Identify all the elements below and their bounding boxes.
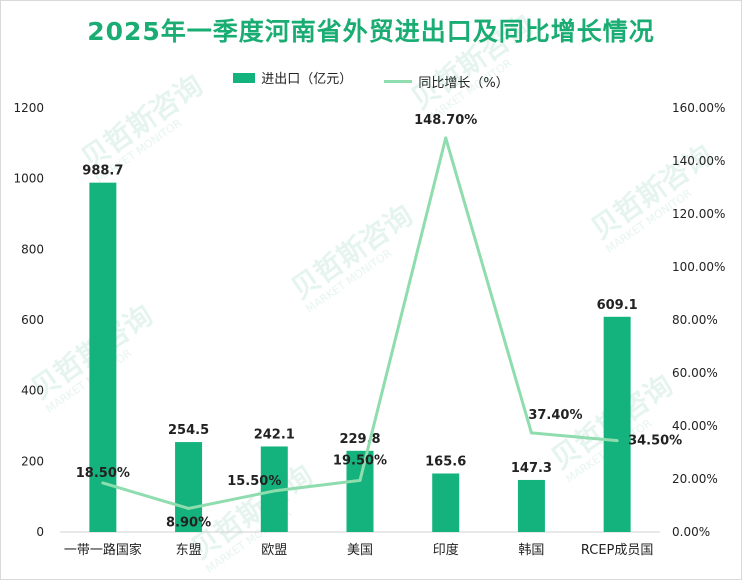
y-right-tick-label: 100.00%: [672, 260, 725, 274]
growth-data-label: 18.50%: [76, 466, 130, 481]
y-right-tick-label: 80.00%: [672, 313, 718, 327]
growth-data-label: 8.90%: [166, 515, 211, 530]
y-left-tick-label: 200: [21, 454, 44, 468]
growth-data-label: 19.50%: [333, 453, 387, 468]
growth-data-label: 34.50%: [628, 434, 682, 449]
watermark-brand: 贝哲斯咨询: [285, 198, 419, 305]
y-left-tick-label: 0: [36, 525, 44, 539]
watermark-brand: 贝哲斯咨询: [405, 8, 539, 115]
legend-item-line: 同比增长（%）: [384, 72, 509, 91]
legend: 进出口（亿元） 同比增长（%）: [0, 68, 742, 91]
y-left-tick-label: 1200: [13, 101, 44, 115]
y-right-tick-label: 20.00%: [672, 472, 718, 486]
legend-label-line: 同比增长（%）: [418, 75, 509, 91]
growth-data-label: 148.70%: [414, 113, 477, 128]
y-left-tick-label: 600: [21, 313, 44, 327]
growth-point: [529, 431, 533, 435]
bar: [346, 450, 374, 532]
legend-item-bar: 进出口（亿元）: [233, 68, 352, 87]
growth-point: [101, 481, 105, 485]
bar-data-label: 165.6: [425, 454, 466, 469]
growth-point: [444, 136, 448, 140]
legend-swatch-bar: [233, 72, 256, 83]
x-tick-label: 欧盟: [261, 543, 287, 558]
y-left-tick-label: 400: [21, 384, 44, 398]
y-right-tick-label: 40.00%: [672, 419, 718, 433]
bar-data-label: 147.3: [511, 461, 552, 476]
bar: [517, 479, 545, 532]
bar-data-label: 229.8: [339, 432, 380, 447]
legend-label-bar: 进出口（亿元）: [261, 72, 353, 87]
bar-data-label: 609.1: [597, 298, 638, 313]
y-left-tick-label: 800: [21, 242, 44, 256]
chart-title: 2025年一季度河南省外贸进出口及同比增长情况: [87, 17, 655, 46]
watermark-brand: 贝哲斯咨询: [75, 68, 209, 175]
x-tick-label: 印度: [433, 542, 459, 558]
growth-data-label: 15.50%: [227, 474, 281, 489]
y-right-tick-label: 140.00%: [672, 154, 725, 168]
y-right-tick-label: 60.00%: [672, 366, 718, 380]
bar: [432, 473, 460, 532]
legend-swatch-line: [384, 79, 413, 83]
y-right-tick-label: 120.00%: [672, 207, 725, 221]
x-tick-label: 东盟: [176, 543, 202, 558]
x-tick-label: 美国: [347, 543, 373, 558]
growth-point: [272, 489, 276, 493]
growth-point: [358, 478, 362, 482]
x-tick-label: 韩国: [518, 543, 544, 558]
bar-data-label: 988.7: [82, 164, 123, 179]
bar: [89, 182, 117, 532]
growth-point: [615, 439, 619, 443]
y-left-tick-label: 1000: [13, 172, 44, 186]
bar-data-label: 254.5: [168, 423, 209, 438]
x-tick-label: 一带一路国家: [64, 542, 142, 558]
y-right-tick-label: 160.00%: [672, 101, 725, 115]
growth-data-label: 37.40%: [528, 408, 582, 423]
x-tick-label: RCEP成员国: [581, 543, 654, 558]
growth-point: [187, 506, 191, 510]
bar: [603, 316, 631, 532]
bar: [175, 442, 203, 532]
bar-data-label: 242.1: [254, 427, 295, 442]
y-right-tick-label: 0.00%: [672, 525, 710, 539]
